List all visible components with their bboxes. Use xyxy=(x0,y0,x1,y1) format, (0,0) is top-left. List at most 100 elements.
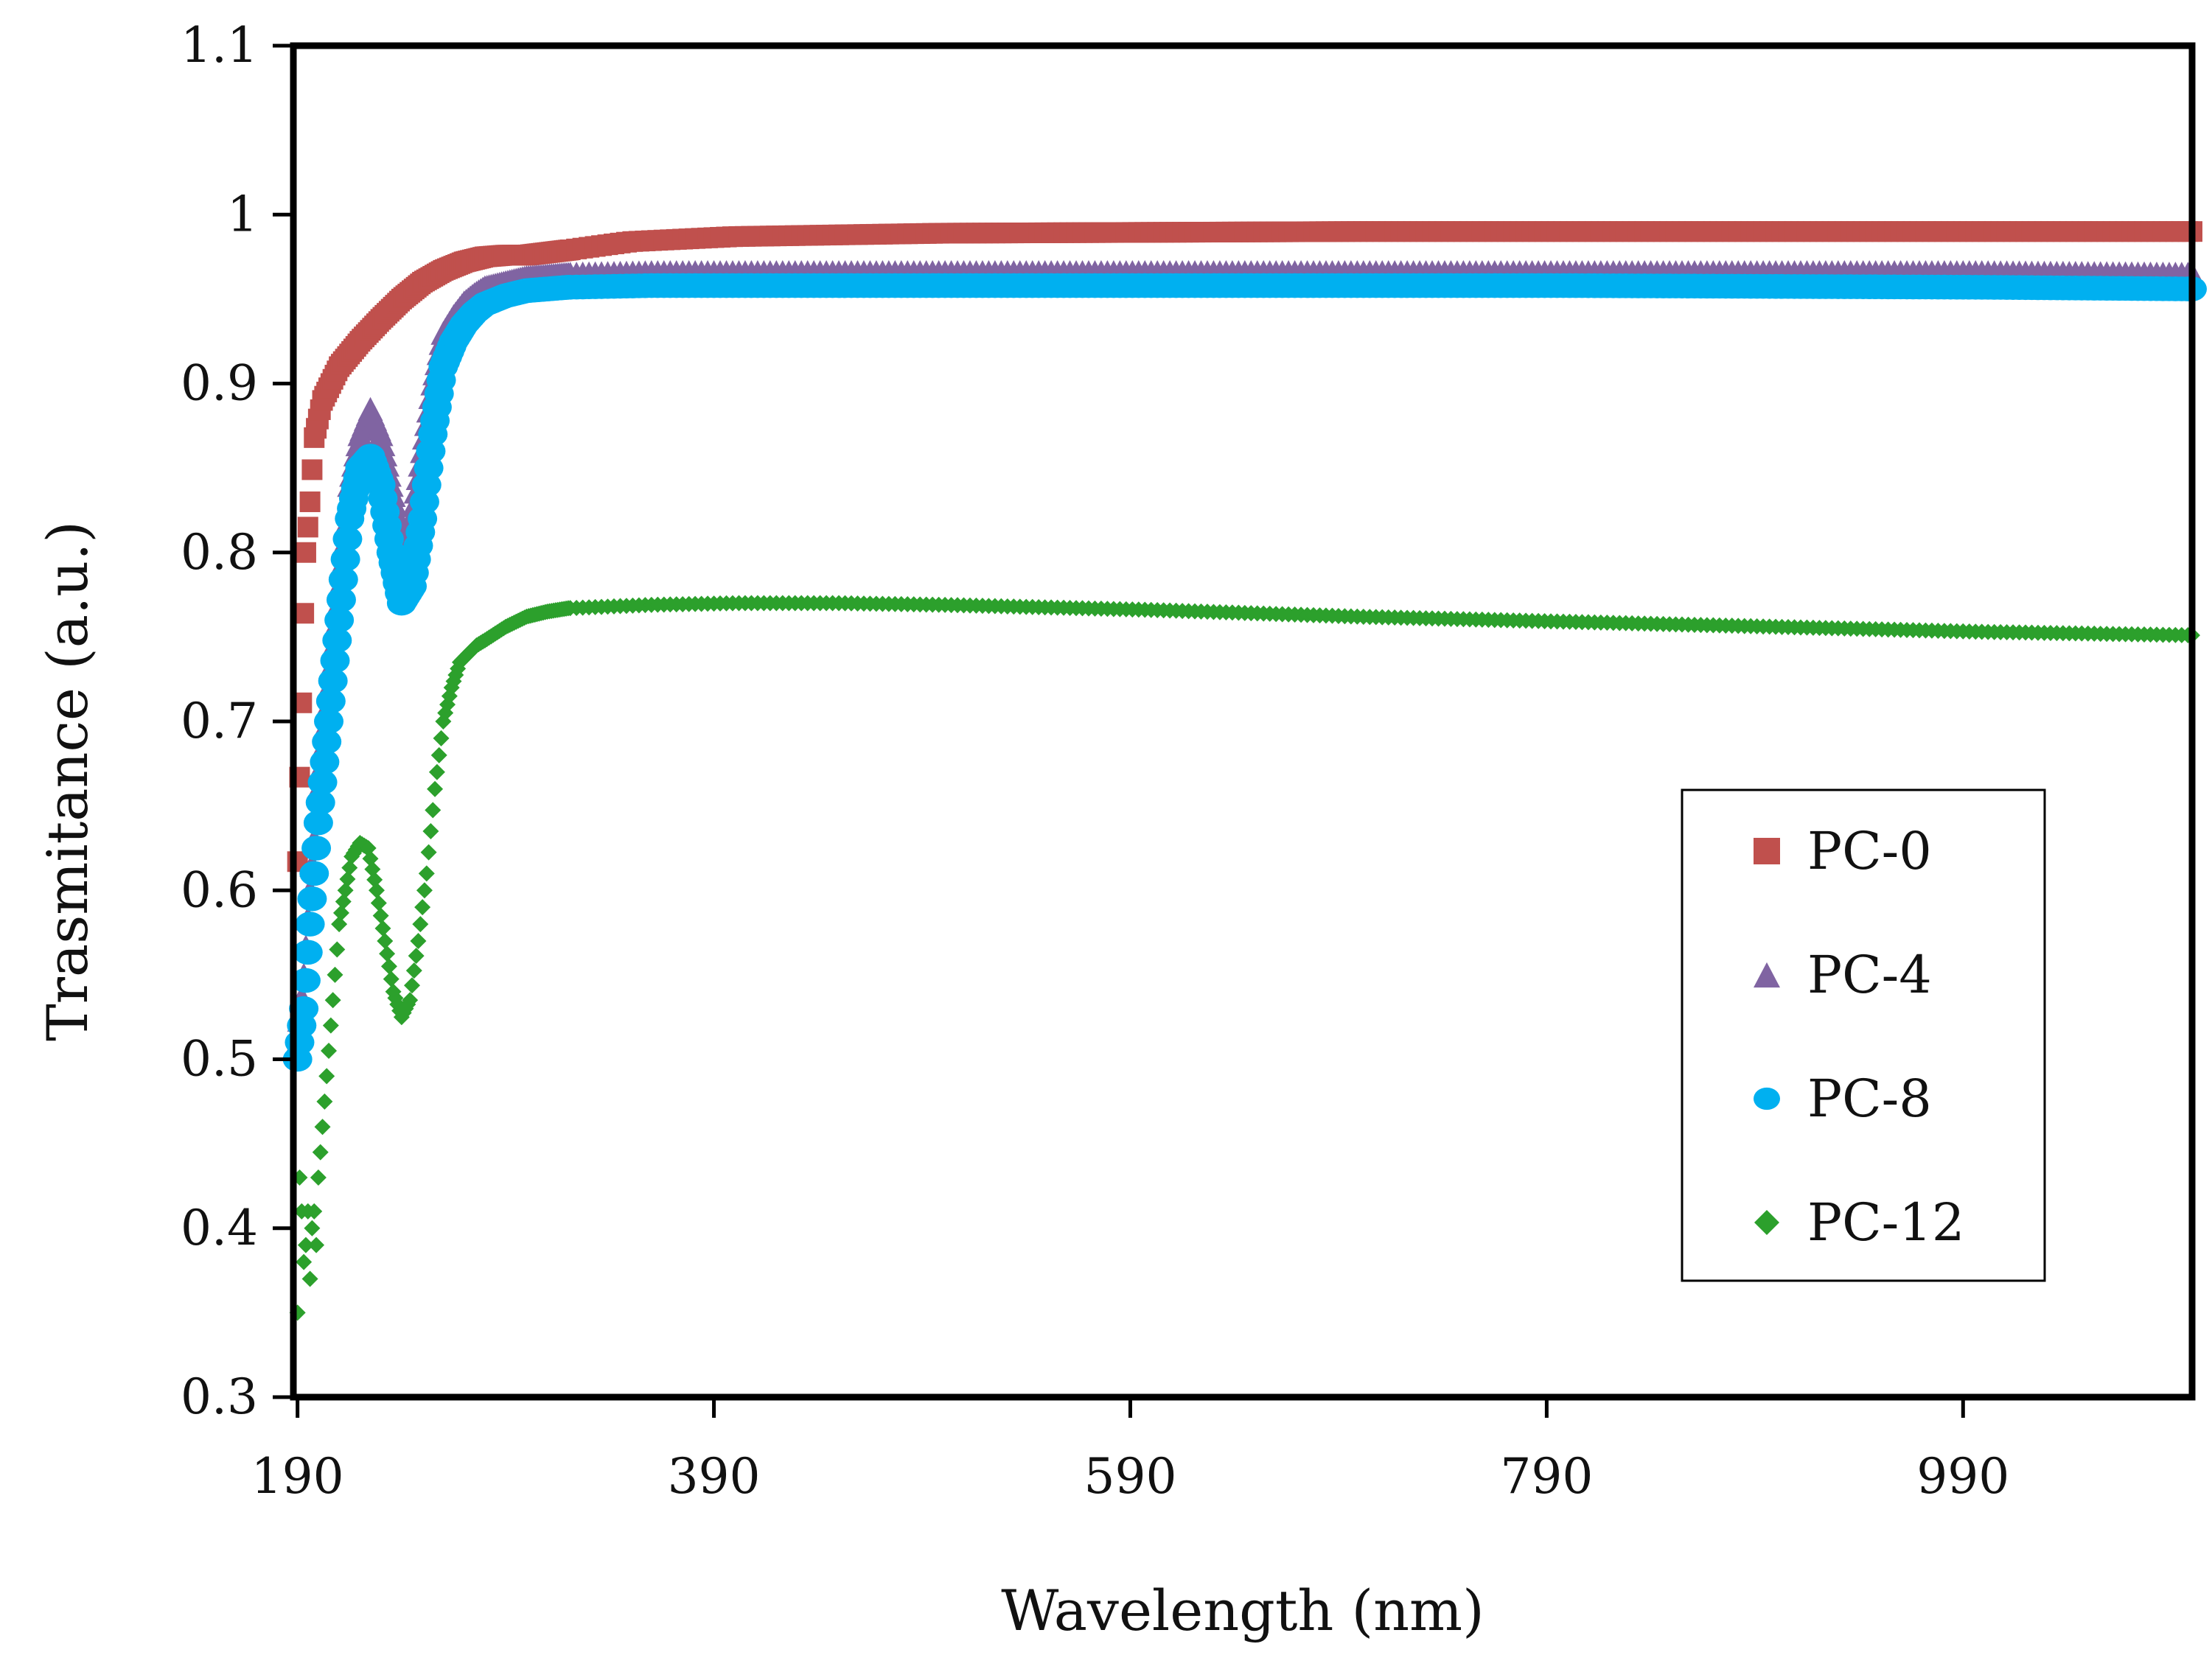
data-point xyxy=(296,1253,313,1270)
legend-label: PC-4 xyxy=(1807,945,1932,1005)
x-axis-title: Wavelength (nm) xyxy=(1001,1578,1484,1643)
data-point xyxy=(312,1144,329,1161)
y-tick-label: 0.9 xyxy=(181,355,258,412)
data-point xyxy=(330,547,360,572)
data-point xyxy=(304,1220,321,1236)
y-tick-label: 0.8 xyxy=(181,524,258,581)
data-point xyxy=(414,899,431,916)
data-point xyxy=(297,1236,314,1253)
data-point xyxy=(430,746,447,763)
x-tick-label: 790 xyxy=(1500,1448,1593,1505)
data-point xyxy=(408,948,425,965)
data-point xyxy=(322,1017,339,1034)
legend-label: PC-12 xyxy=(1807,1192,1964,1253)
data-point xyxy=(402,992,419,1009)
data-point xyxy=(314,1119,331,1136)
data-point xyxy=(416,882,433,899)
data-point xyxy=(428,763,445,780)
data-point xyxy=(293,603,315,624)
data-point xyxy=(324,607,355,633)
data-point xyxy=(335,893,352,910)
data-point xyxy=(379,945,396,962)
x-tick-label: 390 xyxy=(668,1448,761,1505)
data-point xyxy=(301,836,332,861)
data-point xyxy=(370,895,387,912)
data-point xyxy=(303,810,333,836)
legend-marker-pc-0 xyxy=(1754,838,1780,864)
series-pc-0 xyxy=(287,221,2202,872)
data-point xyxy=(307,769,338,795)
legend-box xyxy=(1681,788,2046,1282)
data-point xyxy=(427,780,444,797)
data-point xyxy=(372,907,389,924)
data-point xyxy=(295,542,316,563)
data-point xyxy=(297,517,318,538)
data-point xyxy=(412,916,429,933)
data-point xyxy=(433,730,450,746)
data-point xyxy=(290,968,321,993)
data-point xyxy=(326,587,356,612)
data-point xyxy=(310,749,340,774)
data-point xyxy=(374,920,391,937)
data-point xyxy=(332,526,363,552)
data-point xyxy=(308,1236,325,1253)
y-tick-label: 1 xyxy=(227,186,258,242)
y-tick-label: 1.1 xyxy=(181,17,258,74)
data-point xyxy=(332,904,349,921)
data-point xyxy=(329,941,346,958)
x-tick-label: 590 xyxy=(1084,1448,1176,1505)
data-point xyxy=(368,422,394,447)
data-point xyxy=(362,850,379,867)
series-pc-12 xyxy=(289,595,2200,1321)
legend-marker-pc-8 xyxy=(1754,1087,1780,1110)
y-tick-label: 0.7 xyxy=(181,693,258,749)
data-point xyxy=(331,916,348,933)
legend-marker-pc-4 xyxy=(1754,962,1780,988)
x-tick-label: 990 xyxy=(1916,1448,2009,1505)
data-point xyxy=(327,966,343,983)
legend-label: PC-8 xyxy=(1807,1068,1932,1129)
data-point xyxy=(321,1043,338,1060)
data-point xyxy=(314,709,344,734)
data-point xyxy=(341,859,358,876)
y-tick-label: 0.5 xyxy=(181,1031,258,1088)
y-tick-label: 0.3 xyxy=(181,1368,258,1425)
data-point xyxy=(318,668,348,693)
x-axis-ticks: 190 390 590 790 990 xyxy=(251,1397,2009,1505)
data-point xyxy=(328,567,358,592)
data-point xyxy=(295,912,325,937)
data-point xyxy=(368,882,385,899)
y-tick-label: 0.6 xyxy=(181,861,258,918)
data-point xyxy=(318,1068,335,1085)
legend: PC-0 PC-4 PC-8 PC-12 xyxy=(1681,788,2046,1282)
data-point xyxy=(383,970,400,987)
y-axis-ticks: 0.3 0.4 0.5 0.6 0.7 0.8 0.9 1 1.1 xyxy=(181,17,293,1425)
data-point xyxy=(425,802,442,819)
data-point xyxy=(364,861,381,878)
data-point xyxy=(306,1203,323,1220)
data-point xyxy=(310,1169,327,1186)
data-point xyxy=(320,648,350,674)
data-point xyxy=(315,688,346,714)
data-point xyxy=(301,459,323,480)
data-point xyxy=(322,628,352,653)
data-point xyxy=(305,790,335,815)
data-point xyxy=(299,491,321,512)
data-point xyxy=(312,729,342,755)
data-point xyxy=(366,871,383,888)
data-point xyxy=(324,992,341,1009)
legend-marker-pc-12 xyxy=(1754,1210,1779,1235)
data-point xyxy=(418,865,435,882)
data-point xyxy=(293,940,323,965)
data-point xyxy=(360,839,377,856)
data-point xyxy=(297,886,327,912)
data-point xyxy=(299,861,329,886)
data-point xyxy=(405,962,422,979)
data-point xyxy=(377,933,394,950)
data-point xyxy=(422,823,439,840)
data-point xyxy=(380,958,397,975)
data-layer xyxy=(282,221,2207,1321)
y-tick-label: 0.4 xyxy=(181,1200,258,1256)
data-point xyxy=(316,1093,333,1110)
